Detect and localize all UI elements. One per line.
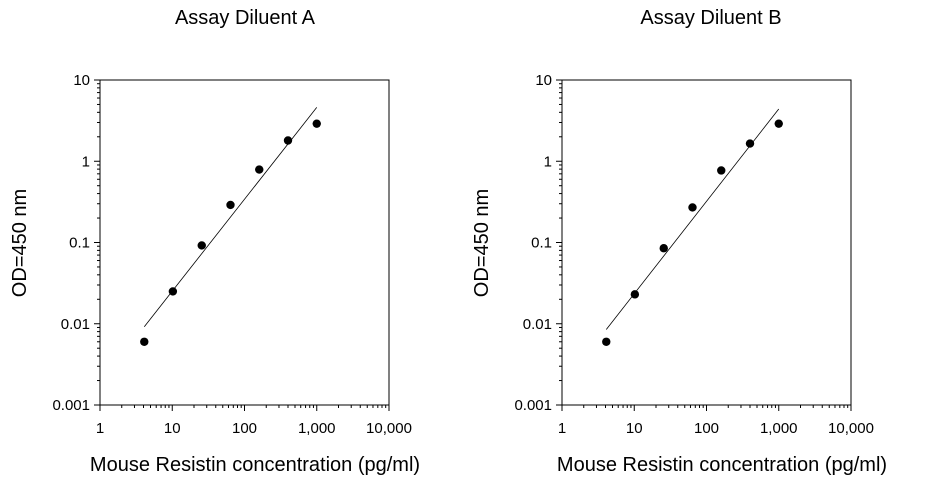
- y-tick-label: 0.01: [61, 316, 90, 333]
- data-point: [255, 165, 264, 174]
- x-axis-label: Mouse Resistin concentration (pg/ml): [90, 454, 420, 476]
- data-point: [197, 241, 206, 250]
- x-axis-label: Mouse Resistin concentration (pg/ml): [557, 454, 887, 476]
- data-point: [168, 287, 178, 296]
- y-axis-label: OD=450 nm: [9, 189, 31, 297]
- y-tick-label: 0.01: [523, 316, 552, 333]
- x-tick-label: 1,000: [760, 420, 798, 437]
- data-point: [774, 119, 783, 128]
- x-tick-label: 1,000: [298, 420, 336, 437]
- x-tick-label: 100: [694, 420, 719, 437]
- data-point: [688, 203, 697, 212]
- plot-frame: [99, 79, 390, 406]
- x-tick-label: 1: [558, 420, 566, 437]
- chart-panel-1: Assay Diluent A 1 10 100 1,000 10,000 0.001 0.0…: [9, 7, 420, 476]
- x-tick-label: 10: [626, 420, 643, 437]
- data-point: [140, 337, 149, 346]
- y-axis-label: OD=450 nm: [471, 189, 493, 297]
- data-point: [283, 136, 293, 145]
- plot-frame: [561, 79, 852, 406]
- y-tick-label: 0.001: [514, 397, 552, 414]
- x-tick-label: 10: [164, 420, 181, 437]
- y-tick-label: 1: [544, 153, 552, 170]
- chart-panel-2: Assay Diluent B 1 10 100 1,000 10,000 0.001 0.0…: [471, 7, 887, 476]
- x-tick-label: 10,000: [366, 420, 412, 437]
- data-point: [717, 166, 726, 175]
- chart-title: Assay Diluent B: [640, 7, 781, 29]
- data-point: [745, 139, 755, 148]
- y-tick-label: 0.1: [69, 235, 90, 252]
- data-point: [226, 200, 235, 210]
- x-tick-label: 10,000: [828, 420, 874, 437]
- y-tick-label: 0.001: [52, 397, 90, 414]
- chart-title: Assay Diluent A: [175, 7, 316, 29]
- x-tick-label: 100: [232, 420, 257, 437]
- data-point: [602, 337, 611, 346]
- y-tick-label: 10: [73, 72, 90, 89]
- y-tick-label: 1: [82, 153, 90, 170]
- data-point: [659, 244, 668, 253]
- y-tick-label: 10: [535, 72, 552, 89]
- x-tick-label: 1: [96, 420, 104, 437]
- y-tick-label: 0.1: [531, 235, 552, 252]
- data-point: [630, 290, 640, 299]
- data-point: [312, 119, 321, 128]
